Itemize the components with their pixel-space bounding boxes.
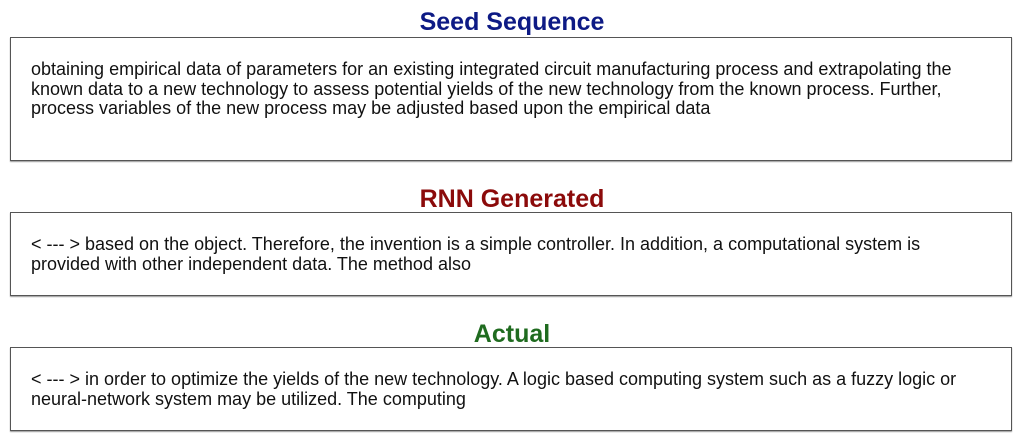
- seed-sequence-box: obtaining empirical data of parameters f…: [10, 37, 1012, 161]
- actual-box: < --- > in order to optimize the yields …: [10, 347, 1012, 431]
- actual-title: Actual: [473, 320, 551, 348]
- rnn-generated-text: < --- > based on the object. Therefore, …: [31, 234, 921, 274]
- seed-sequence-text: obtaining empirical data of parameters f…: [31, 59, 952, 118]
- rnn-generated-title: RNN Generated: [419, 185, 605, 213]
- seed-sequence-title: Seed Sequence: [419, 8, 605, 36]
- rnn-generated-box: < --- > based on the object. Therefore, …: [10, 212, 1012, 296]
- actual-text: < --- > in order to optimize the yields …: [31, 369, 957, 409]
